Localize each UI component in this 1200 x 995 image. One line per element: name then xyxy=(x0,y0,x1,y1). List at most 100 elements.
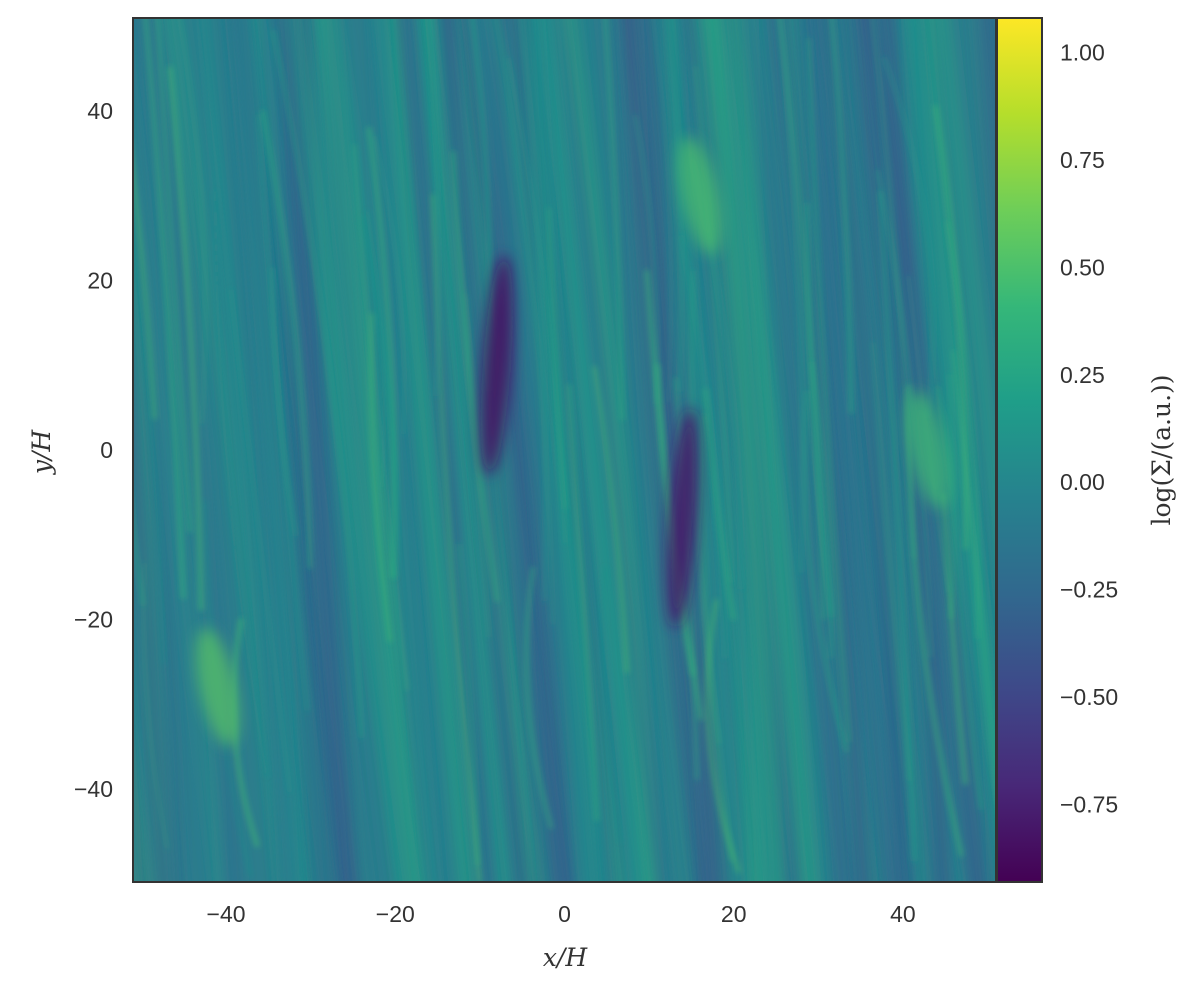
heatmap-streak xyxy=(284,18,408,882)
heatmap-filament xyxy=(366,126,397,579)
heatmap-streak xyxy=(935,18,996,556)
heatmap-streak xyxy=(133,89,225,882)
heatmap-streak xyxy=(372,18,436,882)
heatmap-filament xyxy=(668,18,684,393)
heatmap-streak xyxy=(258,18,342,882)
heatmap-filament xyxy=(829,18,854,415)
x-tick-labels: −40 −20 0 20 40 xyxy=(207,901,916,927)
heatmap-filament xyxy=(592,366,629,674)
heatmap-filament xyxy=(360,217,397,579)
heatmap-streak xyxy=(133,774,139,882)
heatmap-filament xyxy=(353,144,409,691)
colorbar-tick-label: −0.75 xyxy=(1060,792,1118,818)
low-density-region xyxy=(667,408,699,628)
heatmap-filament xyxy=(451,150,500,603)
heatmap-streak xyxy=(704,18,786,882)
heatmap-filament xyxy=(369,312,393,643)
heatmap-filament xyxy=(948,374,983,811)
colorbar-gradient xyxy=(997,18,1042,882)
x-axis-label: x/H xyxy=(543,943,589,972)
colorbar-frame xyxy=(996,17,1043,883)
heatmap-filament xyxy=(431,194,482,882)
heatmap-filament xyxy=(567,384,599,822)
heatmap-filament xyxy=(705,599,741,874)
x-tick-label: 20 xyxy=(721,901,747,927)
heatmap-filament xyxy=(810,361,833,659)
heatmap-filament xyxy=(603,18,625,421)
heatmap-streak xyxy=(133,345,171,882)
heatmap-filament xyxy=(495,18,554,625)
colorbar-label: log(Σ/(a.u.)) xyxy=(1147,374,1176,525)
heatmap-filament xyxy=(694,66,733,583)
density-heatmap xyxy=(133,0,1109,902)
colorbar-tick-label: −0.50 xyxy=(1060,684,1118,710)
heatmap-streak xyxy=(133,761,147,882)
heatmap-streak xyxy=(287,18,348,882)
colorbar-tick-label: −0.25 xyxy=(1060,577,1118,603)
heatmap-filament xyxy=(701,414,734,862)
heatmap-filament xyxy=(601,567,622,843)
heatmap-filament xyxy=(366,210,386,488)
heatmap-filament xyxy=(935,386,956,620)
colorbar-tick-label: 0.50 xyxy=(1060,254,1105,280)
heatmap-filament xyxy=(229,289,292,793)
heatmap-filament xyxy=(143,18,186,600)
heatmap-filament xyxy=(679,234,728,659)
high-density-region xyxy=(196,628,240,746)
heatmap-streak xyxy=(905,18,996,791)
high-density-region xyxy=(678,137,722,255)
y-axis-label: y/H xyxy=(27,429,56,476)
heatmap-filament xyxy=(519,18,548,602)
heatmap-streak xyxy=(1047,0,1109,902)
heatmap-streak xyxy=(297,18,415,882)
heatmap-streak xyxy=(467,18,596,882)
y-tick-label: 0 xyxy=(100,437,113,463)
heatmap-filament xyxy=(271,29,364,738)
heatmap-filament xyxy=(651,18,673,403)
low-density-region xyxy=(480,255,513,476)
heatmap-filament xyxy=(260,109,312,569)
heatmap-streak xyxy=(553,18,665,882)
y-tick-labels: 40 20 0 −20 −40 xyxy=(74,98,113,802)
x-tick-label: 40 xyxy=(890,901,916,927)
y-tick-label: 40 xyxy=(87,98,113,124)
heatmap-streak xyxy=(259,18,374,882)
y-tick-label: −20 xyxy=(74,606,113,632)
heatmap-filament xyxy=(178,18,207,424)
heatmap-filament xyxy=(167,66,204,612)
heatmap-streak xyxy=(813,18,895,882)
colorbar-tick-label: 1.00 xyxy=(1060,39,1105,65)
heatmap-filament xyxy=(778,18,805,573)
heatmap-streak xyxy=(1039,0,1101,902)
heatmap-streak xyxy=(133,127,180,882)
heatmap-streak xyxy=(538,18,642,882)
heatmap-streak xyxy=(728,18,814,882)
heatmap-filament xyxy=(933,104,969,550)
colorbar-tick-label: 0.00 xyxy=(1060,469,1105,495)
heatmap-streak xyxy=(374,18,463,882)
heatmap-filament xyxy=(270,267,298,537)
colorbar xyxy=(996,17,1043,883)
heatmap-filament xyxy=(214,190,268,777)
heatmap-filament xyxy=(469,18,493,392)
heatmap-streak xyxy=(382,18,474,882)
heatmap-filament xyxy=(133,508,145,607)
heatmap-filament xyxy=(872,342,911,782)
heatmap-filament xyxy=(940,492,968,786)
heatmap-filament xyxy=(524,566,554,830)
heatmap-filament xyxy=(877,190,917,862)
x-tick-label: 0 xyxy=(558,901,571,927)
heatmap-streak xyxy=(138,18,242,882)
heatmap-streaks xyxy=(133,0,1109,902)
heatmap-filament xyxy=(882,56,936,419)
heatmap-filament xyxy=(906,384,964,857)
heatmap-filament xyxy=(154,18,193,534)
heatmap-filament xyxy=(133,237,165,665)
y-tick-label: 20 xyxy=(87,268,113,294)
colorbar-tick-label: 0.75 xyxy=(1060,147,1105,173)
heatmap-filament xyxy=(807,38,851,743)
high-density-region xyxy=(906,391,950,509)
colorbar-tick-label: 0.25 xyxy=(1060,362,1105,388)
colorbar-tick-labels: 1.00 0.75 0.50 0.25 0.00 −0.25 −0.50 −0.75 xyxy=(1060,39,1118,817)
heatmap-filament xyxy=(457,543,480,866)
